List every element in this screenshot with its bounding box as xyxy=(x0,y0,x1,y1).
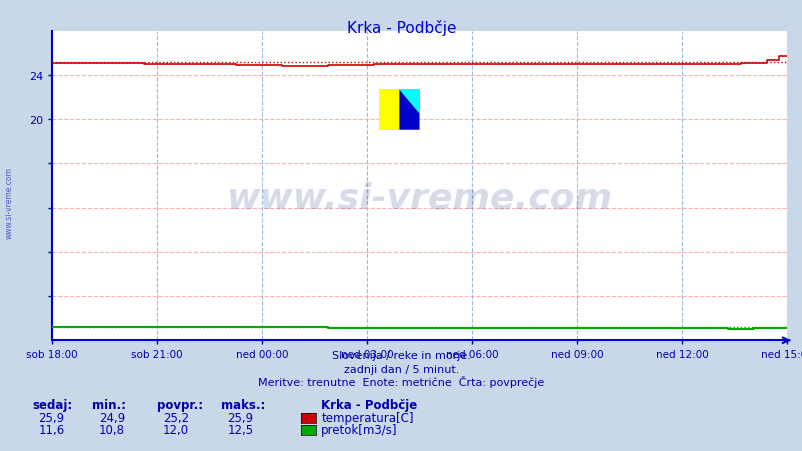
Text: Krka - Podbčje: Krka - Podbčje xyxy=(321,398,417,411)
Text: 25,9: 25,9 xyxy=(227,411,253,424)
Text: min.:: min.: xyxy=(92,398,126,411)
Text: 25,2: 25,2 xyxy=(163,411,189,424)
Text: 12,0: 12,0 xyxy=(163,423,189,436)
Text: maks.:: maks.: xyxy=(221,398,265,411)
Text: 24,9: 24,9 xyxy=(99,411,125,424)
Text: www.si-vreme.com: www.si-vreme.com xyxy=(226,181,612,216)
Text: zadnji dan / 5 minut.: zadnji dan / 5 minut. xyxy=(343,364,459,374)
Text: sedaj:: sedaj: xyxy=(32,398,72,411)
Bar xyxy=(379,90,399,130)
Polygon shape xyxy=(399,90,419,130)
Polygon shape xyxy=(399,90,419,115)
Text: pretok[m3/s]: pretok[m3/s] xyxy=(321,423,397,436)
Text: Slovenija / reke in morje.: Slovenija / reke in morje. xyxy=(332,350,470,360)
Text: temperatura[C]: temperatura[C] xyxy=(321,411,413,424)
Text: 25,9: 25,9 xyxy=(38,411,65,424)
Text: povpr.:: povpr.: xyxy=(156,398,202,411)
Text: Meritve: trenutne  Enote: metrične  Črta: povprečje: Meritve: trenutne Enote: metrične Črta: … xyxy=(258,376,544,387)
Text: 11,6: 11,6 xyxy=(38,423,65,436)
Text: 12,5: 12,5 xyxy=(227,423,253,436)
Text: www.si-vreme.com: www.si-vreme.com xyxy=(5,167,14,239)
Text: Krka - Podbčje: Krka - Podbčje xyxy=(346,20,456,36)
Text: 10,8: 10,8 xyxy=(99,423,124,436)
